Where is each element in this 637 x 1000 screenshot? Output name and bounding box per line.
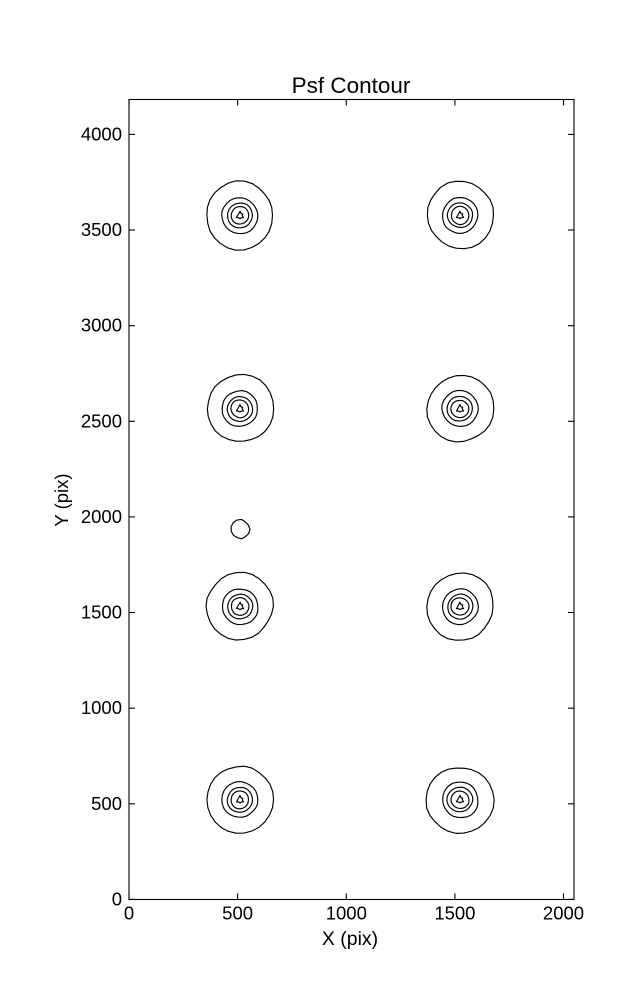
svg-text:500: 500 [222, 903, 253, 924]
svg-text:3000: 3000 [81, 315, 122, 336]
svg-text:3500: 3500 [81, 219, 122, 240]
svg-text:1000: 1000 [326, 903, 367, 924]
svg-text:500: 500 [91, 793, 122, 814]
svg-text:1500: 1500 [81, 602, 122, 623]
svg-text:0: 0 [112, 888, 122, 909]
svg-text:1000: 1000 [81, 697, 122, 718]
svg-text:0: 0 [124, 903, 134, 924]
svg-text:1500: 1500 [434, 903, 475, 924]
svg-text:2000: 2000 [543, 903, 584, 924]
svg-text:2000: 2000 [81, 506, 122, 527]
svg-text:4000: 4000 [81, 123, 122, 144]
svg-text:X (pix): X (pix) [322, 928, 378, 950]
svg-text:Psf Contour: Psf Contour [292, 73, 411, 98]
svg-text:2500: 2500 [81, 410, 122, 431]
svg-text:Y (pix): Y (pix) [51, 473, 72, 526]
